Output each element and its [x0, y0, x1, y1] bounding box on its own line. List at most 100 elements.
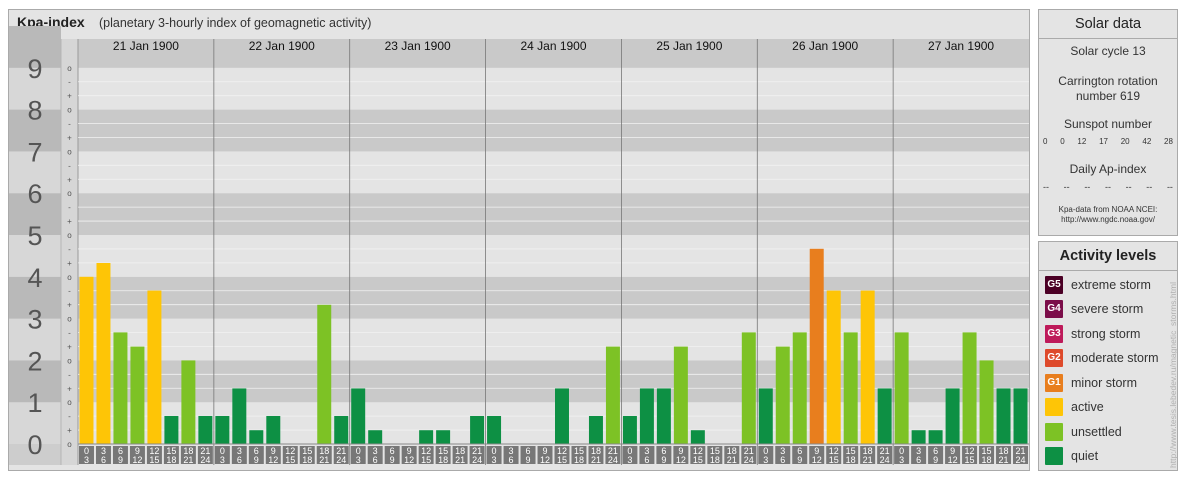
- hour-cell: [962, 446, 978, 464]
- hour-label-start: 15: [846, 446, 856, 456]
- y-tick-label: 8: [27, 96, 42, 126]
- hour-label-start: 15: [982, 446, 992, 456]
- sunspot-values: 0 0 12 17 20 42 28: [1043, 137, 1173, 146]
- hour-label-start: 9: [950, 446, 955, 456]
- hour-cell: [554, 446, 570, 464]
- hour-cell: [180, 446, 196, 464]
- y-minor-mark: -: [68, 161, 71, 170]
- hour-cell: [231, 446, 247, 464]
- hour-cell: [707, 446, 723, 464]
- hour-label-end: 18: [982, 455, 992, 465]
- g4-swatch: G4: [1045, 300, 1063, 318]
- kp-bar: [351, 388, 366, 444]
- hour-label-end: 3: [899, 455, 904, 465]
- legend-label: strong storm: [1071, 327, 1141, 341]
- hour-cell: [605, 446, 621, 464]
- hour-label-end: 12: [540, 455, 550, 465]
- y-minor-column: [61, 39, 78, 465]
- legend-label: unsettled: [1071, 425, 1122, 439]
- hour-label-end: 9: [661, 455, 666, 465]
- hour-cell: [248, 446, 264, 464]
- kp-bar: [470, 415, 485, 444]
- hour-label-end: 3: [763, 455, 768, 465]
- kp-bar: [877, 388, 892, 444]
- y-minor-mark: o: [67, 440, 72, 449]
- source-credit: http://www.tesis.lebedev.ru/magnetic_sto…: [1168, 282, 1178, 468]
- sunspot-value: 42: [1142, 137, 1152, 146]
- hour-cell: [435, 446, 451, 464]
- hour-cell: [95, 446, 111, 464]
- hour-label-end: 9: [118, 455, 123, 465]
- hour-label-start: 3: [509, 446, 514, 456]
- hour-cell: [486, 446, 502, 464]
- hour-label-start: 3: [644, 446, 649, 456]
- sunspot-value: 0: [1060, 137, 1065, 146]
- legend-item-active: active: [1045, 397, 1104, 417]
- hour-label-end: 15: [285, 455, 295, 465]
- hour-label-start: 0: [627, 446, 632, 456]
- hour-label-start: 21: [744, 446, 754, 456]
- y-band-label: [9, 26, 61, 68]
- data-source-line2: http://www.ngdc.noaa.gov/: [1061, 215, 1155, 224]
- kp-bar: [996, 388, 1011, 444]
- hour-label-start: 18: [591, 446, 601, 456]
- hour-label-start: 21: [880, 446, 890, 456]
- hour-label-end: 9: [390, 455, 395, 465]
- day-label: 27 Jan 1900: [928, 39, 994, 53]
- hour-label-start: 12: [421, 446, 431, 456]
- hour-label-start: 3: [237, 446, 242, 456]
- legend-label: minor storm: [1071, 376, 1137, 390]
- hour-label-start: 18: [863, 446, 873, 456]
- hour-label-end: 6: [509, 455, 514, 465]
- hour-cell: [129, 446, 145, 464]
- kpa-chart-panel: Kpa-index (planetary 3-hourly index of g…: [8, 9, 1030, 471]
- kp-bar: [79, 276, 94, 444]
- data-source-line1: Kpa-data from NOAA NCEI:: [1058, 205, 1158, 214]
- hour-label-start: 21: [336, 446, 346, 456]
- hour-label-start: 6: [933, 446, 938, 456]
- legend-label: quiet: [1071, 449, 1099, 463]
- hour-label-end: 6: [780, 455, 785, 465]
- hour-label-end: 24: [472, 455, 482, 465]
- kp-bar: [147, 290, 162, 444]
- hour-cell: [775, 446, 791, 464]
- legend-item-quiet: quiet: [1045, 446, 1098, 466]
- legend-item-g1: G1 minor storm: [1045, 373, 1137, 393]
- day-label: 25 Jan 1900: [656, 39, 722, 53]
- hour-cell: [299, 446, 315, 464]
- hour-cell: [520, 446, 536, 464]
- hour-label-start: 6: [254, 446, 259, 456]
- y-band: [78, 193, 1029, 235]
- hour-cell: [571, 446, 587, 464]
- hour-label-start: 3: [373, 446, 378, 456]
- hour-label-start: 18: [999, 446, 1009, 456]
- hour-label-end: 15: [965, 455, 975, 465]
- hour-label-end: 24: [744, 455, 754, 465]
- hour-label-end: 3: [627, 455, 632, 465]
- hour-label-start: 6: [390, 446, 395, 456]
- day-label: 26 Jan 1900: [792, 39, 858, 53]
- hour-cell: [826, 446, 842, 464]
- hour-cell: [911, 446, 927, 464]
- y-minor-mark: -: [68, 78, 71, 87]
- hour-label-end: 6: [373, 455, 378, 465]
- hour-label-end: 6: [101, 455, 106, 465]
- hour-label-start: 15: [574, 446, 584, 456]
- kp-bar: [826, 290, 841, 444]
- kp-bar: [1013, 388, 1028, 444]
- kp-bar: [690, 430, 705, 444]
- y-band-label: [9, 360, 61, 403]
- kp-bar: [843, 332, 858, 444]
- hour-cell: [928, 446, 944, 464]
- y-band-label: [9, 235, 61, 277]
- y-minor-mark: +: [67, 92, 72, 101]
- hour-label-start: 15: [438, 446, 448, 456]
- hour-label-start: 9: [407, 446, 412, 456]
- activity-levels-title: Activity levels: [1039, 242, 1177, 271]
- hour-cell: [469, 446, 485, 464]
- hour-cell: [996, 446, 1012, 464]
- hour-cell: [843, 446, 859, 464]
- hour-label-start: 18: [455, 446, 465, 456]
- hour-cell: [622, 446, 638, 464]
- kp-bar: [436, 430, 451, 444]
